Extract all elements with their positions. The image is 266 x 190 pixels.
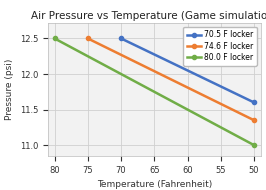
74.6 F locker [86,37,89,40]
70.5 F locker [119,37,123,40]
Line: 70.5 F locker: 70.5 F locker [119,36,256,104]
X-axis label: Temperature (Fahrenheit): Temperature (Fahrenheit) [97,180,212,189]
Y-axis label: Pressure (psi): Pressure (psi) [5,59,14,120]
74.6 F locker [252,119,256,121]
Line: 74.6 F locker: 74.6 F locker [86,36,256,122]
Title: Air Pressure vs Temperature (Game simulation): Air Pressure vs Temperature (Game simula… [31,11,266,21]
70.5 F locker [252,101,256,104]
Legend: 70.5 F locker, 74.6 F locker, 80.0 F locker: 70.5 F locker, 74.6 F locker, 80.0 F loc… [183,27,257,66]
